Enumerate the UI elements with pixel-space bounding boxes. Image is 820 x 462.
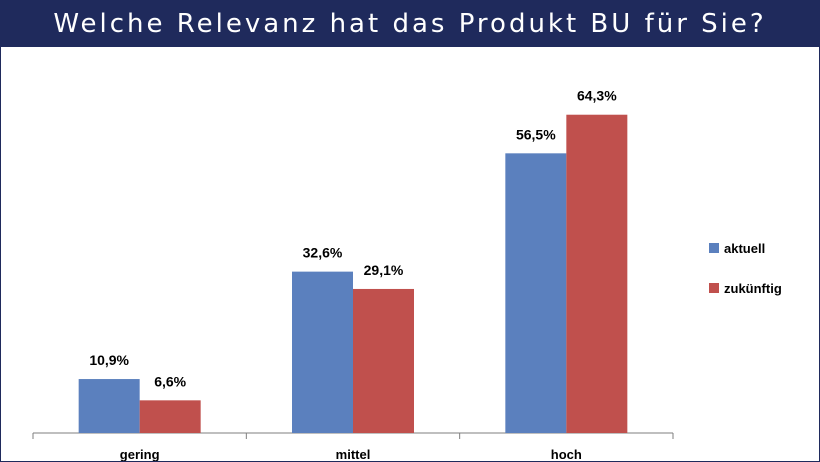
x-tick-label-mittel: mittel — [336, 447, 371, 461]
legend-swatch-zukuenftig — [709, 283, 719, 293]
legend-item-zukuenftig: zukünftig — [709, 278, 782, 298]
bar-zukuenftig-mittel — [353, 288, 414, 433]
chart-title: Welche Relevanz hat das Produkt BU für S… — [53, 9, 767, 39]
bar-zukuenftig-hoch — [566, 114, 628, 433]
legend: aktuell zukünftig — [709, 238, 782, 318]
bar-zukuenftig-gering — [139, 400, 201, 433]
data-label-zukuenftig-hoch: 64,3% — [577, 88, 617, 104]
legend-label-aktuell: aktuell — [724, 240, 766, 256]
data-label-aktuell-mittel: 32,6% — [303, 245, 343, 261]
legend-item-aktuell: aktuell — [709, 238, 782, 258]
data-label-aktuell-hoch: 56,5% — [516, 126, 556, 142]
data-label-zukuenftig-gering: 6,6% — [154, 373, 186, 389]
bar-aktuell-gering — [78, 379, 140, 433]
data-label-zukuenftig-mittel: 29,1% — [364, 262, 404, 278]
legend-swatch-aktuell — [709, 243, 719, 253]
bar-aktuell-hoch — [505, 153, 567, 433]
bar-chart: 10,9% 6,6% gering 32,6% 29,1% mittel 56,5% 64,3… — [32, 88, 674, 461]
bar-aktuell-mittel — [292, 271, 353, 433]
legend-label-zukuenftig: zukünftig — [724, 280, 782, 296]
title-bar: Welche Relevanz hat das Produkt BU für S… — [1, 1, 819, 47]
x-tick-label-gering: gering — [120, 447, 160, 461]
x-tick-label-hoch: hoch — [551, 447, 582, 461]
data-label-aktuell-gering: 10,9% — [89, 352, 129, 368]
